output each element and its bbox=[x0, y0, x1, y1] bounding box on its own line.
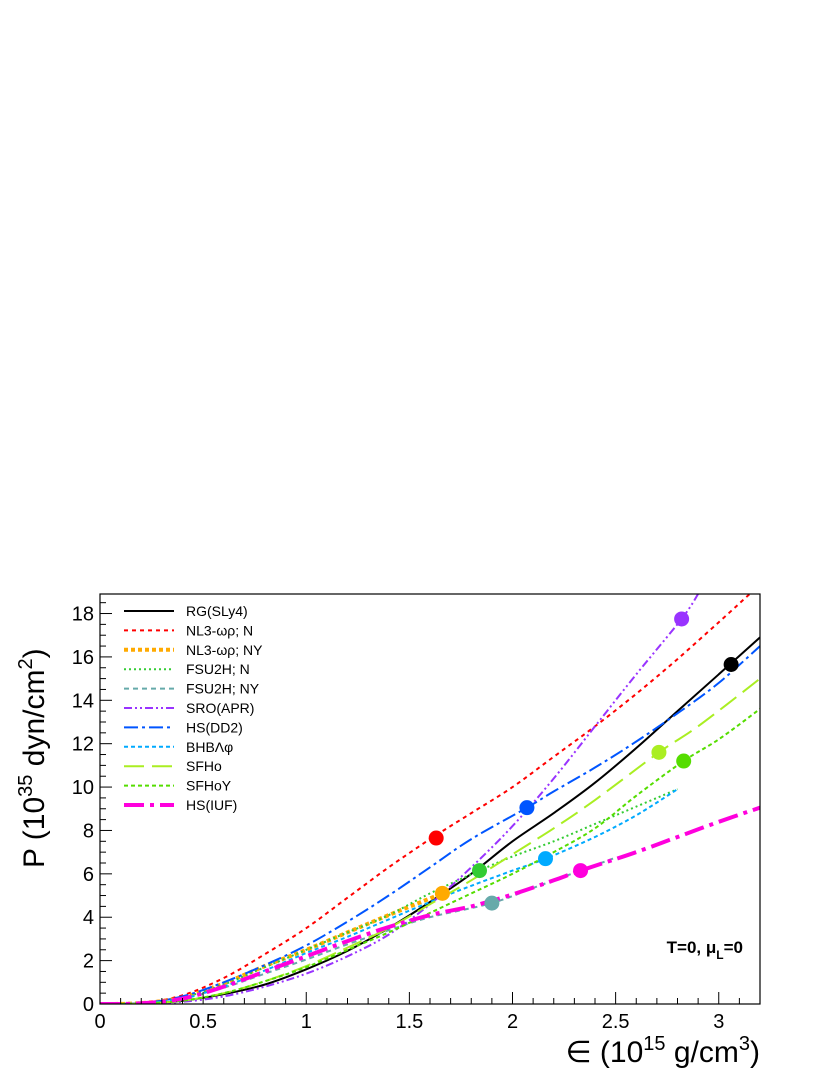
x-tick-label: 2 bbox=[507, 1011, 518, 1033]
legend: RG(SLy4) NL3-ωρ; N NL3-ωρ; NY FSU2H; N FSU2H… bbox=[124, 603, 263, 813]
legend-label: SFHoY bbox=[186, 778, 232, 794]
legend-label: RG(SLy4) bbox=[186, 603, 248, 619]
y-tick-label: 16 bbox=[72, 647, 94, 669]
series-marker-sro-apr bbox=[674, 611, 690, 627]
series-line-sfho bbox=[100, 677, 760, 1004]
y-tick-label: 12 bbox=[72, 734, 94, 756]
legend-label: HS(DD2) bbox=[186, 719, 243, 735]
series-marker-bhb bbox=[538, 851, 553, 867]
series-marker-fsu2h-ny bbox=[484, 895, 500, 911]
legend-label: BHBΛφ bbox=[186, 739, 233, 755]
x-tick-label: 0.5 bbox=[189, 1011, 217, 1033]
series-layer bbox=[100, 594, 760, 1004]
series-line-nl3-ny bbox=[100, 891, 444, 1004]
series-line-bhb bbox=[100, 788, 679, 1004]
series-line-hs-dd2 bbox=[100, 645, 760, 1004]
series-marker-hs-dd2 bbox=[519, 800, 535, 816]
series-marker-sfhoy bbox=[676, 753, 692, 769]
legend-label: NL3-ωρ; NY bbox=[186, 642, 263, 658]
y-tick-label: 10 bbox=[72, 777, 94, 799]
series-marker-hs-iuf bbox=[573, 863, 589, 879]
y-tick-label: 18 bbox=[72, 604, 94, 626]
series-marker-sfho bbox=[651, 744, 667, 760]
series-line-sfhoy bbox=[100, 708, 760, 1004]
x-tick-label: 1 bbox=[301, 1011, 312, 1033]
marker-layer bbox=[428, 611, 739, 911]
x-tick-label: 2.5 bbox=[602, 1011, 630, 1033]
series-marker-nl3-n bbox=[428, 830, 444, 846]
axis-ticks: 0 0.5 1 1.5 2 2.5 3 0 2 4 6 8 10 12 14 16 18 bbox=[72, 602, 761, 1033]
series-marker-nl3-ny bbox=[434, 885, 450, 901]
series-line-hs-iuf bbox=[100, 805, 760, 1004]
legend-label: HS(IUF) bbox=[186, 797, 237, 813]
y-axis-title: P (1035 dyn/cm2) bbox=[15, 648, 51, 868]
y-tick-label: 2 bbox=[83, 951, 94, 973]
series-marker-rg-sly4 bbox=[723, 657, 739, 673]
series-marker-fsu2h-n bbox=[472, 863, 487, 879]
annotation-label: T=0, μL=0 bbox=[667, 938, 743, 962]
y-tick-label: 8 bbox=[83, 820, 94, 842]
x-axis-title: ∈ (1015 g/cm3) bbox=[565, 1033, 760, 1069]
legend-label: SFHo bbox=[186, 758, 222, 774]
y-tick-label: 0 bbox=[83, 994, 94, 1016]
legend-label: NL3-ωρ; N bbox=[186, 622, 253, 638]
y-tick-label: 14 bbox=[72, 690, 94, 712]
series-line-sro-apr bbox=[100, 594, 699, 1004]
legend-label: SRO(APR) bbox=[186, 700, 254, 716]
x-tick-label: 1.5 bbox=[395, 1011, 423, 1033]
x-tick-label: 0 bbox=[94, 1011, 105, 1033]
legend-label: FSU2H; NY bbox=[186, 681, 260, 697]
y-tick-label: 6 bbox=[83, 864, 94, 886]
legend-label: FSU2H; N bbox=[186, 661, 250, 677]
series-line-fsu2h-n bbox=[100, 788, 678, 1004]
x-tick-label: 3 bbox=[713, 1011, 724, 1033]
y-tick-label: 4 bbox=[83, 907, 94, 929]
